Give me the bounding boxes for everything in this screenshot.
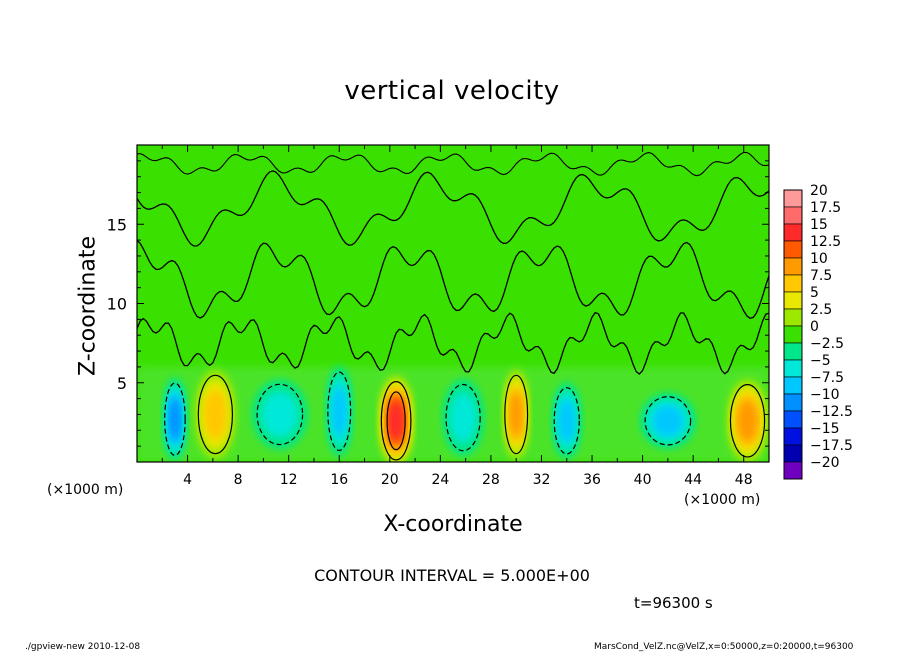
x-axis-unit-right: (×1000 m) [684, 492, 761, 508]
x-tick-label-5: 24 [431, 472, 449, 488]
colorbar-frame [783, 189, 803, 480]
colorbar-label-2: 15 [810, 217, 828, 233]
footer-right: MarsCond_VelZ.nc@VelZ,x=0:50000,z=0:2000… [594, 642, 854, 652]
x-tick-label-4: 20 [381, 472, 399, 488]
colorbar-label-15: −17.5 [810, 438, 853, 454]
x-tick-label-1: 8 [234, 472, 243, 488]
colorbar-label-0: 20 [810, 183, 828, 199]
colorbar-label-7: 2.5 [810, 302, 832, 318]
x-tick-label-3: 16 [330, 472, 348, 488]
cell-8-band-2 [652, 405, 684, 437]
colorbar-label-11: −7.5 [810, 370, 844, 386]
cell-7-contour [553, 387, 580, 455]
colorbar-swatch-0 [783, 189, 803, 208]
cell-6-contour [504, 374, 529, 455]
x-tick-label-8: 36 [583, 472, 601, 488]
cell-2-band-1 [261, 391, 299, 438]
colorbar-swatch-12 [783, 393, 803, 412]
x-tick-label-0: 4 [183, 472, 192, 488]
colorbar-label-14: −15 [810, 421, 840, 437]
cell-6-band-3 [509, 392, 523, 437]
colorbar-swatch-13 [783, 410, 803, 429]
zero-contour-3 [137, 170, 769, 247]
colorbar-swatch-9 [783, 342, 803, 361]
cell-0-contour [164, 382, 186, 456]
colorbar-swatch-14 [783, 427, 803, 446]
cell-1-band-2 [203, 389, 227, 440]
x-tick-label-10: 44 [684, 472, 702, 488]
x-tick-label-7: 32 [533, 472, 551, 488]
cell-5-band-1 [449, 392, 477, 443]
colorbar-label-5: 7.5 [810, 268, 832, 284]
cell-7-band-2 [558, 399, 576, 442]
colorbar-swatch-1 [783, 206, 803, 225]
zero-contour-1 [137, 311, 769, 375]
chart-title: vertical velocity [344, 76, 560, 106]
cell-4-band-5 [388, 401, 404, 441]
colorbar-label-3: 12.5 [810, 234, 841, 250]
colorbar-swatch-11 [783, 376, 803, 395]
footer-left: ./gpview-new 2010-12-08 [25, 642, 141, 652]
cell-3-contour [327, 371, 352, 452]
colorbar-swatch-16 [783, 461, 803, 480]
colorbar-swatch-3 [783, 240, 803, 259]
colorbar-swatch-4 [783, 257, 803, 276]
colorbar-swatch-8 [783, 325, 803, 344]
x-axis-label: X-coordinate [383, 512, 523, 537]
contour-interval-label: CONTOUR INTERVAL = 5.000E+00 [314, 566, 590, 585]
colorbar-swatch-2 [783, 223, 803, 242]
cell-5-contour [445, 383, 481, 452]
x-tick-label-9: 40 [634, 472, 652, 488]
colorbar-label-8: 0 [810, 319, 819, 335]
colorbar-label-16: −20 [810, 455, 840, 471]
y-tick-label-1: 10 [107, 295, 127, 314]
cell-9-band-3 [737, 400, 758, 442]
colorbar-swatch-15 [783, 444, 803, 463]
colorbar-swatch-7 [783, 308, 803, 327]
colorbar-label-10: −5 [810, 353, 831, 369]
colorbar-label-13: −12.5 [810, 404, 853, 420]
colorbar-label-1: 17.5 [810, 200, 841, 216]
cell-1-contour [197, 374, 234, 455]
colorbar-swatch-5 [783, 274, 803, 293]
colorbar-label-12: −10 [810, 387, 840, 403]
cell-0-band-3 [168, 398, 182, 440]
y-axis-label: Z-coordinate [75, 236, 101, 376]
colorbar-label-6: 5 [810, 285, 819, 301]
cell-2-contour [256, 383, 304, 446]
colorbar-swatch-10 [783, 359, 803, 378]
x-tick-label-6: 28 [482, 472, 500, 488]
cell-4-contour-inner [386, 391, 406, 451]
colorbar-label-9: −2.5 [810, 336, 844, 352]
zero-contour-4 [137, 151, 769, 177]
cell-3-band-2 [331, 386, 347, 437]
x-tick-label-2: 12 [280, 472, 298, 488]
x-tick-label-11: 48 [735, 472, 753, 488]
cell-9-contour [729, 384, 766, 458]
time-label: t=96300 s [634, 594, 713, 612]
cell-8-contour [644, 396, 692, 446]
y-tick-label-2: 15 [107, 215, 127, 234]
x-axis-unit-left: (×1000 m) [47, 482, 124, 498]
colorbar-label-4: 10 [810, 251, 828, 267]
zero-contour-2 [137, 239, 769, 320]
colorbar-swatch-6 [783, 291, 803, 310]
cell-4-contour [380, 381, 412, 461]
y-tick-label-0: 5 [117, 374, 127, 393]
